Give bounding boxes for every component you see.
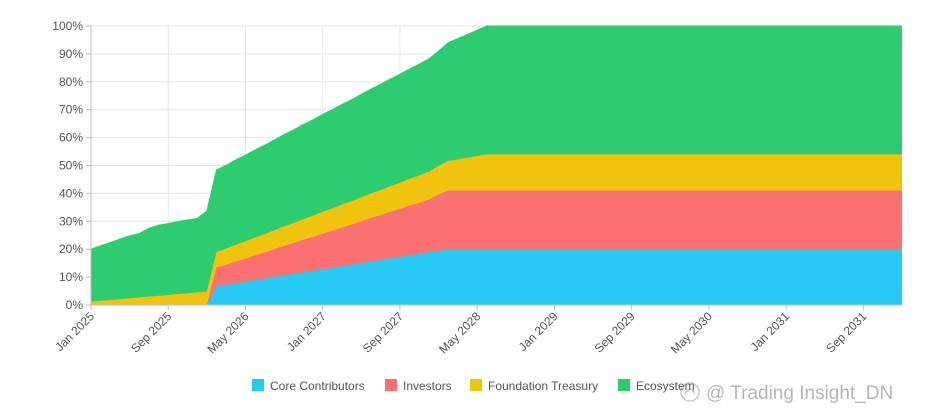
legend-label: Core Contributors (270, 379, 365, 393)
area-foundation-treasury (91, 154, 902, 305)
x-tick-label: Jan 2025 (52, 309, 97, 354)
x-tick-label: Jan 2031 (747, 309, 792, 354)
x-tick-label: Sep 2029 (592, 309, 638, 355)
x-tick-label: Sep 2031 (823, 309, 869, 355)
legend-swatch (618, 379, 630, 391)
area-ecosystem (91, 26, 902, 302)
legend-item-foundation-treasury[interactable]: Foundation Treasury (470, 379, 598, 393)
legend-label: Foundation Treasury (488, 379, 598, 393)
legend-swatch (470, 379, 482, 391)
x-tick-label: May 2026 (204, 309, 251, 356)
y-tick-label: 30% (59, 214, 83, 228)
x-tick-label: Sep 2025 (128, 309, 174, 355)
area-edge-ecosystem (90, 25, 902, 250)
y-tick-label: 10% (59, 270, 83, 284)
x-tick-label: May 2030 (668, 309, 715, 356)
y-tick-label: 50% (59, 159, 83, 173)
watermark-logo-icon (680, 382, 700, 402)
y-tick-label: 70% (59, 103, 83, 117)
legend-item-investors[interactable]: Investors (385, 379, 452, 393)
legend: Core Contributors Investors Foundation Tre… (252, 379, 695, 393)
watermark-text: @ Trading Insight_DN (706, 383, 893, 404)
y-tick-label: 90% (59, 47, 83, 61)
x-tick-label: Jan 2027 (284, 309, 329, 354)
area-investors (91, 190, 902, 305)
legend-swatch (385, 379, 397, 391)
legend-item-core-contributors[interactable]: Core Contributors (252, 379, 365, 393)
areas (90, 25, 902, 306)
y-tick-label: 20% (59, 242, 83, 256)
x-tick-label: Jan 2029 (516, 309, 561, 354)
legend-label: Ecosystem (636, 379, 695, 393)
y-tick-label: 60% (59, 131, 83, 145)
legend-item-ecosystem[interactable]: Ecosystem (618, 379, 695, 393)
y-tick-label: 80% (59, 75, 83, 89)
area-core-contributors (91, 249, 902, 305)
x-tick-label: May 2028 (436, 309, 483, 356)
y-tick-label: 0% (66, 298, 84, 312)
y-tick-label: 100% (52, 19, 83, 33)
legend-label: Investors (403, 379, 452, 393)
watermark: @ Trading Insight_DN (680, 382, 893, 404)
legend-swatch (252, 379, 264, 391)
y-tick-label: 40% (59, 186, 83, 200)
x-tick-label: Sep 2027 (360, 309, 406, 355)
